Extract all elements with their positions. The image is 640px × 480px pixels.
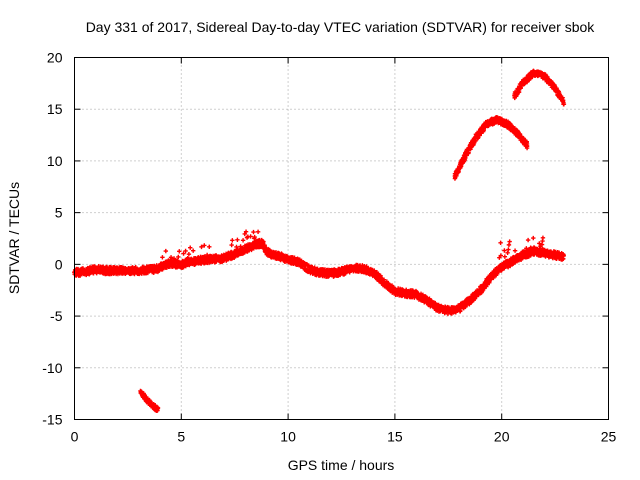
data-point xyxy=(163,248,169,254)
data-point xyxy=(190,248,196,253)
data-point xyxy=(186,251,192,257)
data-point xyxy=(561,102,566,107)
axes: 0 5 10 15 20 25 -15 -10 -5 0 5 10 15 20 xyxy=(42,50,616,445)
y-tick-label: -15 xyxy=(42,412,62,428)
data-point xyxy=(466,150,471,155)
data-point xyxy=(212,260,218,265)
data-point xyxy=(463,304,468,309)
x-tick-label: 0 xyxy=(71,429,79,445)
data-point xyxy=(155,405,161,410)
data-point xyxy=(518,85,523,90)
y-tick-label: -10 xyxy=(42,360,62,376)
series-scatter-cluster xyxy=(159,229,546,271)
data-point xyxy=(160,255,165,260)
data-point xyxy=(207,244,212,250)
data-point xyxy=(204,252,210,258)
data-point xyxy=(201,261,207,266)
data-point xyxy=(244,249,250,254)
data-point xyxy=(491,275,496,281)
data-point xyxy=(525,237,531,243)
x-tick-label: 5 xyxy=(177,429,185,445)
data-point xyxy=(159,265,165,271)
data-point xyxy=(196,260,202,265)
data-point xyxy=(251,229,256,235)
data-point xyxy=(506,242,512,248)
x-tick-label: 25 xyxy=(601,429,617,445)
data-point xyxy=(183,248,188,254)
data-point xyxy=(181,251,186,256)
data-point xyxy=(420,292,426,298)
y-tick-label: 10 xyxy=(47,153,63,169)
data-point xyxy=(234,244,239,250)
data-point xyxy=(343,271,348,276)
y-tick-label: 20 xyxy=(47,50,63,66)
data-point xyxy=(199,244,204,250)
data-point xyxy=(561,253,566,259)
data-point xyxy=(528,245,533,250)
chart-title: Day 331 of 2017, Sidereal Day-to-day VTE… xyxy=(86,19,596,35)
data-point xyxy=(255,229,261,234)
series-satellite-track-upper-1 xyxy=(452,115,530,181)
data-point xyxy=(202,254,208,259)
data-point xyxy=(507,239,512,244)
data-point xyxy=(512,248,518,253)
data-point xyxy=(163,259,168,265)
data-point xyxy=(537,241,542,246)
data-point xyxy=(502,254,508,259)
data-point xyxy=(213,255,218,261)
x-tick-label: 15 xyxy=(387,429,403,445)
data-point xyxy=(242,231,247,237)
data-point xyxy=(202,243,207,248)
series-satellite-track-upper-2 xyxy=(512,68,567,107)
data-point xyxy=(476,292,481,298)
data-point xyxy=(498,240,503,246)
data-point xyxy=(524,246,529,251)
data-point xyxy=(245,234,251,239)
data-point xyxy=(505,250,510,256)
data-point xyxy=(229,251,235,256)
y-tick-label: 0 xyxy=(55,256,63,272)
data-point xyxy=(232,250,238,255)
data-point xyxy=(177,261,182,267)
data-point xyxy=(244,243,249,248)
data-point xyxy=(186,258,192,263)
data-point xyxy=(176,254,181,260)
series-satellite-track-lower xyxy=(138,388,161,413)
x-tick-label: 20 xyxy=(494,429,510,445)
data-point xyxy=(238,244,243,249)
x-axis-label: GPS time / hours xyxy=(288,457,395,473)
data-point xyxy=(165,262,170,268)
data-point xyxy=(230,238,235,243)
data-point xyxy=(498,253,504,258)
data-point xyxy=(168,258,173,263)
data-point xyxy=(171,256,177,261)
data-point xyxy=(174,264,180,270)
data-point xyxy=(177,249,182,254)
data-point xyxy=(240,238,246,243)
data-point xyxy=(534,246,540,252)
y-axis-label: SDTVAR / TECUs xyxy=(6,182,22,294)
y-tick-label: 15 xyxy=(47,101,63,117)
plot-frame xyxy=(74,57,609,420)
data-point xyxy=(243,229,249,234)
data-point xyxy=(531,235,536,241)
x-tick-label: 10 xyxy=(280,429,296,445)
data-point xyxy=(235,252,241,258)
data-layer xyxy=(72,68,567,413)
data-point xyxy=(252,236,257,241)
data-point xyxy=(524,145,530,151)
y-tick-label: -5 xyxy=(50,308,63,324)
y-tick-label: 5 xyxy=(55,205,63,221)
data-point xyxy=(235,237,240,243)
data-point xyxy=(506,247,511,252)
data-point xyxy=(539,242,545,247)
data-point xyxy=(502,248,507,253)
data-point xyxy=(188,245,193,250)
data-point xyxy=(229,242,234,248)
